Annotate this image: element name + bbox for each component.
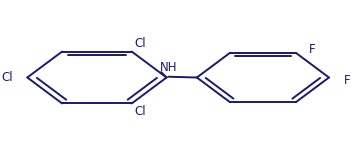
Text: Cl: Cl (2, 71, 13, 84)
Text: Cl: Cl (135, 105, 147, 118)
Text: Cl: Cl (135, 37, 147, 50)
Text: F: F (343, 74, 350, 87)
Text: F: F (309, 43, 315, 55)
Text: NH: NH (159, 61, 177, 74)
